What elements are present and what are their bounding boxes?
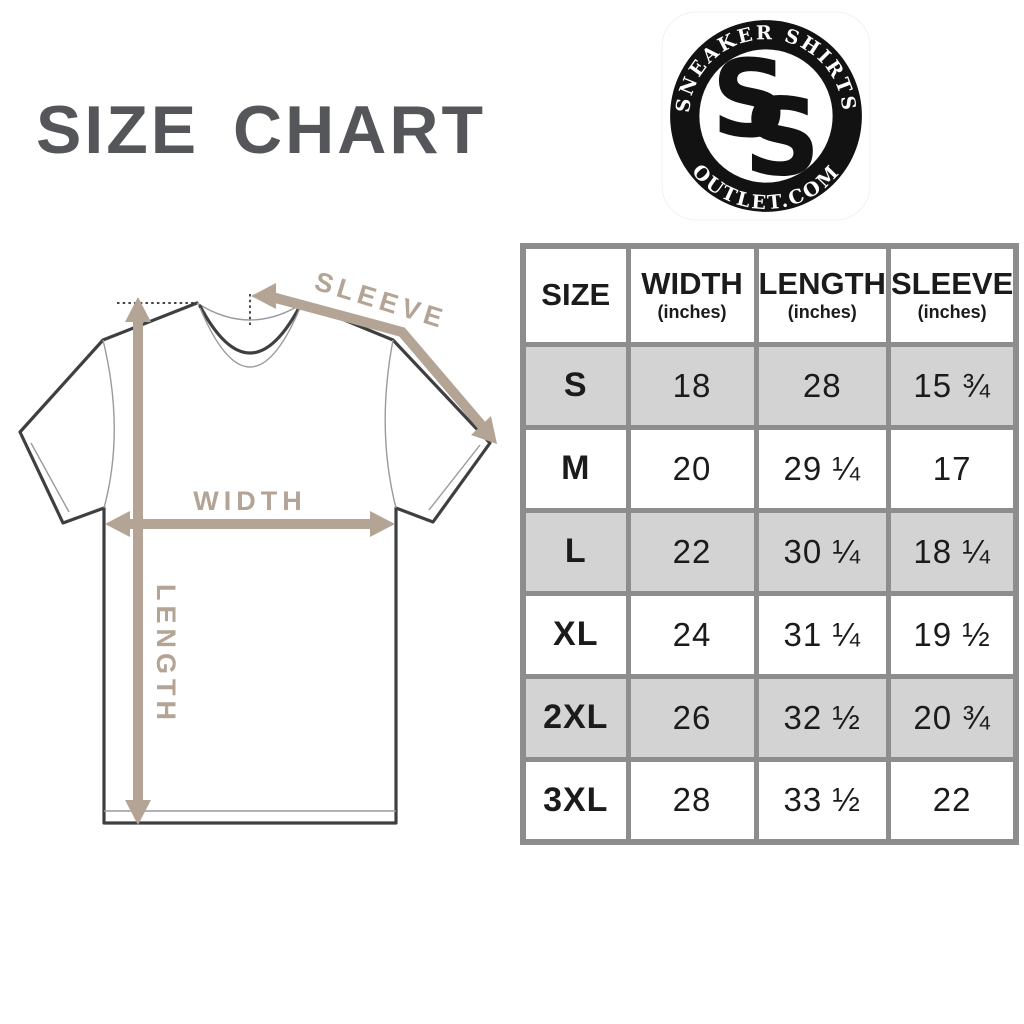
sleeve-cell: 22 (885, 756, 1019, 845)
sleeve-arrow (251, 283, 497, 444)
sleeve-cell: 15 ¾ (885, 341, 1019, 430)
arrowhead-collar (251, 283, 276, 309)
right-sleeve-hem (428, 444, 481, 511)
table-row-l: L 22 30 ¼ 18 ¼ (520, 507, 1019, 596)
width-cell: 24 (625, 590, 759, 679)
arrowhead-up (125, 297, 151, 322)
tshirt-outline (18, 301, 492, 825)
width-arrow (105, 511, 395, 537)
width-label: WIDTH (193, 486, 306, 516)
width-cell: 28 (625, 756, 759, 845)
table-row-xl: XL 24 31 ¼ 19 ½ (520, 590, 1019, 679)
table-row-m: M 20 29 ¼ 17 (520, 424, 1019, 513)
page-title: SIZE CHART (36, 92, 486, 168)
collar-outer-curve (196, 302, 304, 321)
length-arrow (125, 297, 151, 825)
col-header-size: SIZE (520, 243, 631, 347)
arrowhead-down (125, 800, 151, 825)
size-cell: L (520, 507, 631, 596)
size-cell: S (520, 341, 631, 430)
col-header-sleeve: SLEEVE (inches) (885, 243, 1019, 347)
tshirt-measure-diagram: SLEEVE WIDTH LENGTH (18, 266, 497, 825)
size-cell: XL (520, 590, 631, 679)
sleeve-cell: 20 ¾ (885, 673, 1019, 762)
size-table: SIZE WIDTH (inches) LENGTH (inches) SLEE… (520, 243, 1020, 845)
arrowhead-right (370, 511, 395, 537)
arrowhead-left (105, 511, 130, 537)
arrowhead-cuff (471, 416, 497, 444)
length-cell: 33 ½ (753, 756, 891, 845)
sleeve-cell: 18 ¼ (885, 507, 1019, 596)
collar-band-curve (198, 304, 302, 355)
left-sleeve-hem (30, 442, 70, 513)
length-cell: 32 ½ (753, 673, 891, 762)
table-row-3xl: 3XL 28 33 ½ 22 (520, 756, 1019, 845)
width-cell: 22 (625, 507, 759, 596)
width-cell: 26 (625, 673, 759, 762)
header-row: SIZE WIDTH (inches) LENGTH (inches) SLEE… (520, 243, 1019, 347)
size-cell: 3XL (520, 756, 631, 845)
table-row-s: S 18 28 15 ¾ (520, 341, 1019, 430)
table-row-2xl: 2XL 26 32 ½ 20 ¾ (520, 673, 1019, 762)
size-cell: 2XL (520, 673, 631, 762)
col-header-length: LENGTH (inches) (753, 243, 891, 347)
right-sleeve-seam (384, 339, 397, 509)
length-cell: 30 ¼ (753, 507, 891, 596)
logo-monogram-s2: S (744, 77, 821, 201)
length-label: LENGTH (151, 584, 181, 725)
logo-monogram-s1: S (711, 38, 788, 162)
sleeve-cell: 17 (885, 424, 1019, 513)
left-sleeve-seam (102, 339, 115, 509)
tshirt-body-fill (20, 303, 490, 823)
brand-logo: SNEAKER SHIRTS OUTLET.COM S S (661, 11, 871, 221)
length-cell: 31 ¼ (753, 590, 891, 679)
col-header-width: WIDTH (inches) (625, 243, 759, 347)
logo-inner-disc (699, 49, 833, 183)
length-cell: 28 (753, 341, 891, 430)
size-cell: M (520, 424, 631, 513)
sleeve-cell: 19 ½ (885, 590, 1019, 679)
width-cell: 18 (625, 341, 759, 430)
collar-seam-curve (199, 307, 301, 368)
width-cell: 20 (625, 424, 759, 513)
length-cell: 29 ¼ (753, 424, 891, 513)
